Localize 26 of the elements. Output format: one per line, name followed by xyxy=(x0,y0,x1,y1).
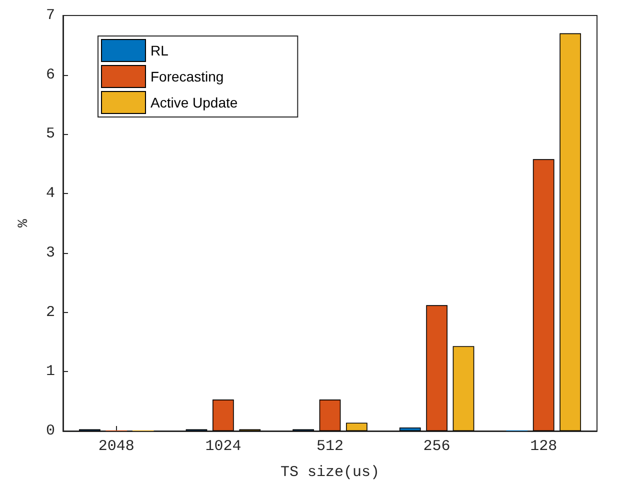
x-tick-label: 2048 xyxy=(98,438,134,455)
bar xyxy=(532,159,554,431)
bar xyxy=(399,427,421,431)
bar xyxy=(452,346,474,431)
bar xyxy=(212,400,234,431)
x-tick-label: 128 xyxy=(530,438,558,455)
bar xyxy=(319,400,341,431)
y-tick-label: 7 xyxy=(46,7,55,24)
y-tick-label: 5 xyxy=(46,126,55,143)
bar xyxy=(426,305,448,431)
legend-label: Active Update xyxy=(150,94,238,110)
x-axis-title: TS size(us) xyxy=(280,464,380,481)
x-tick-label: 1024 xyxy=(205,438,242,455)
y-tick-label: 6 xyxy=(46,66,55,84)
x-tick-label: 512 xyxy=(316,438,344,455)
y-axis-title: % xyxy=(16,218,32,228)
legend-label: RL xyxy=(150,42,169,58)
bar xyxy=(346,422,368,431)
y-tick-label: 2 xyxy=(46,304,55,321)
x-tick-label: 256 xyxy=(423,438,450,455)
y-tick-label: 1 xyxy=(46,363,55,380)
legend-label: Forecasting xyxy=(150,68,224,84)
y-tick-label: 4 xyxy=(46,185,55,202)
y-tick-label: 3 xyxy=(46,244,55,262)
y-tick-label: 0 xyxy=(46,422,55,440)
bar xyxy=(560,33,581,431)
